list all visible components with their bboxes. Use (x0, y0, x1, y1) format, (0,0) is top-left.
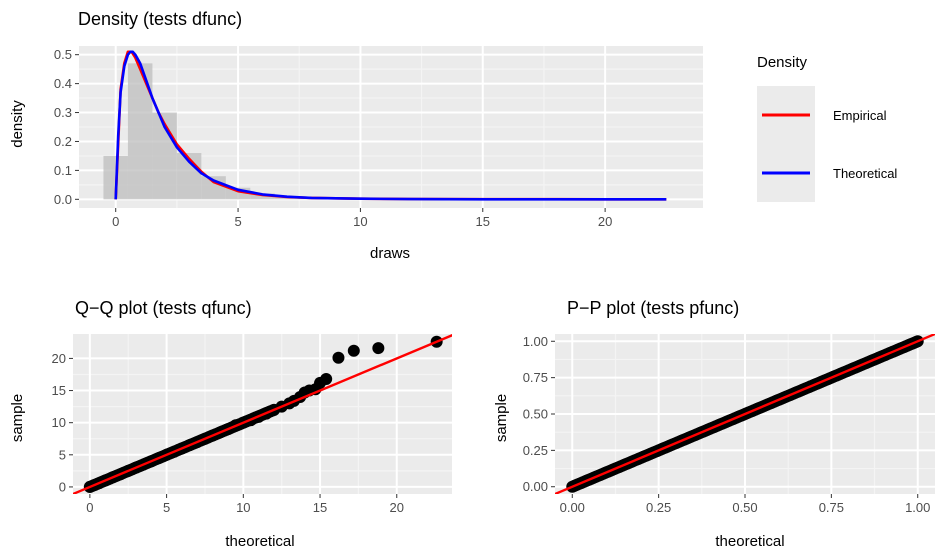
p3-x-tick-label: 1.00 (905, 500, 930, 515)
p1-x-tick-label: 0 (112, 214, 119, 229)
p2-x-tick-label: 5 (163, 500, 170, 515)
p3-y-tick-label: 0.75 (523, 370, 548, 385)
qq-point (320, 372, 333, 385)
p1-x-tick-label: 5 (234, 214, 241, 229)
p1-y-tick-label: 0.0 (54, 192, 72, 207)
qq-point (347, 344, 360, 357)
p2-y-tick-label: 20 (52, 351, 66, 366)
pp-chart: P−P plot (tests pfunc) 0.00 0.25 0.50 0.75 1… (493, 298, 935, 550)
pp-reference-line (555, 334, 935, 494)
p2-x-tick-label: 0 (86, 500, 93, 515)
density-legend: Density Empirical Theoretical (757, 54, 897, 202)
p2-y-tick-label: 0 (59, 479, 66, 494)
p3-x-tick-label: 0.75 (819, 500, 844, 515)
qq-reference-line (73, 334, 452, 494)
p2-x-tick-label: 10 (236, 500, 250, 515)
density-chart: Density (tests dfunc) 0 5 10 15 200.00.10.20… (9, 9, 703, 262)
density-line-theoretical (114, 50, 667, 201)
pp-chart-title: P−P plot (tests pfunc) (567, 298, 739, 318)
p2-x-tick-label: 20 (390, 500, 404, 515)
histogram-bar (250, 193, 275, 200)
p3-y-tick-label: 0.00 (523, 479, 548, 494)
density-y-axis-title: density (9, 100, 26, 148)
p1-y-tick-label: 0.4 (54, 76, 72, 91)
p3-x-tick-label: 0.00 (560, 500, 585, 515)
p2-x-tick-label: 15 (313, 500, 327, 515)
p1-x-tick-label: 20 (598, 214, 612, 229)
p2-y-tick-label: 15 (52, 383, 66, 398)
p1-x-tick-label: 15 (476, 214, 490, 229)
qq-point (372, 342, 385, 355)
qq-y-axis-title: sample (9, 394, 26, 442)
p1-y-tick-label: 0.5 (54, 47, 72, 62)
p1-y-tick-label: 0.2 (54, 134, 72, 149)
p2-y-tick-label: 10 (52, 415, 66, 430)
qq-chart-title: Q−Q plot (tests qfunc) (75, 298, 252, 318)
qq-axis-ticks: 0 5 10 15 20 0 5 10 15 20 (52, 351, 404, 515)
density-x-axis-title: draws (370, 245, 410, 262)
p3-x-tick-label: 0.50 (732, 500, 757, 515)
p3-y-tick-label: 0.25 (523, 443, 548, 458)
p3-x-tick-label: 0.25 (646, 500, 671, 515)
legend-title: Density (757, 54, 808, 71)
p1-y-tick-label: 0.3 (54, 105, 72, 120)
pp-y-axis-title: sample (493, 394, 510, 442)
density-chart-title: Density (tests dfunc) (78, 9, 242, 29)
p1-y-tick-label: 0.1 (54, 163, 72, 178)
histogram-bar (225, 187, 251, 200)
qq-x-axis-title: theoretical (225, 533, 294, 550)
legend-label-empirical: Empirical (833, 108, 887, 123)
density-curves (114, 50, 667, 201)
pp-axis-ticks: 0.00 0.25 0.50 0.75 1.00 0.00 0.25 0.50 0.75 1.00 (523, 334, 931, 515)
p3-y-tick-label: 1.00 (523, 334, 548, 349)
qq-chart: Q−Q plot (tests qfunc) 0 5 10 15 2005101520 … (9, 298, 452, 550)
pp-x-axis-title: theoretical (715, 533, 784, 550)
qq-point (332, 351, 345, 364)
qq-gridlines (73, 334, 452, 494)
p3-y-tick-label: 0.50 (523, 407, 548, 422)
p1-x-tick-label: 10 (353, 214, 367, 229)
legend-label-theoretical: Theoretical (833, 166, 897, 181)
density-axis-ticks: 0 5 10 15 20 0.0 0.1 0.2 0.3 0.4 0.5 (54, 47, 612, 229)
p2-y-tick-label: 5 (59, 447, 66, 462)
